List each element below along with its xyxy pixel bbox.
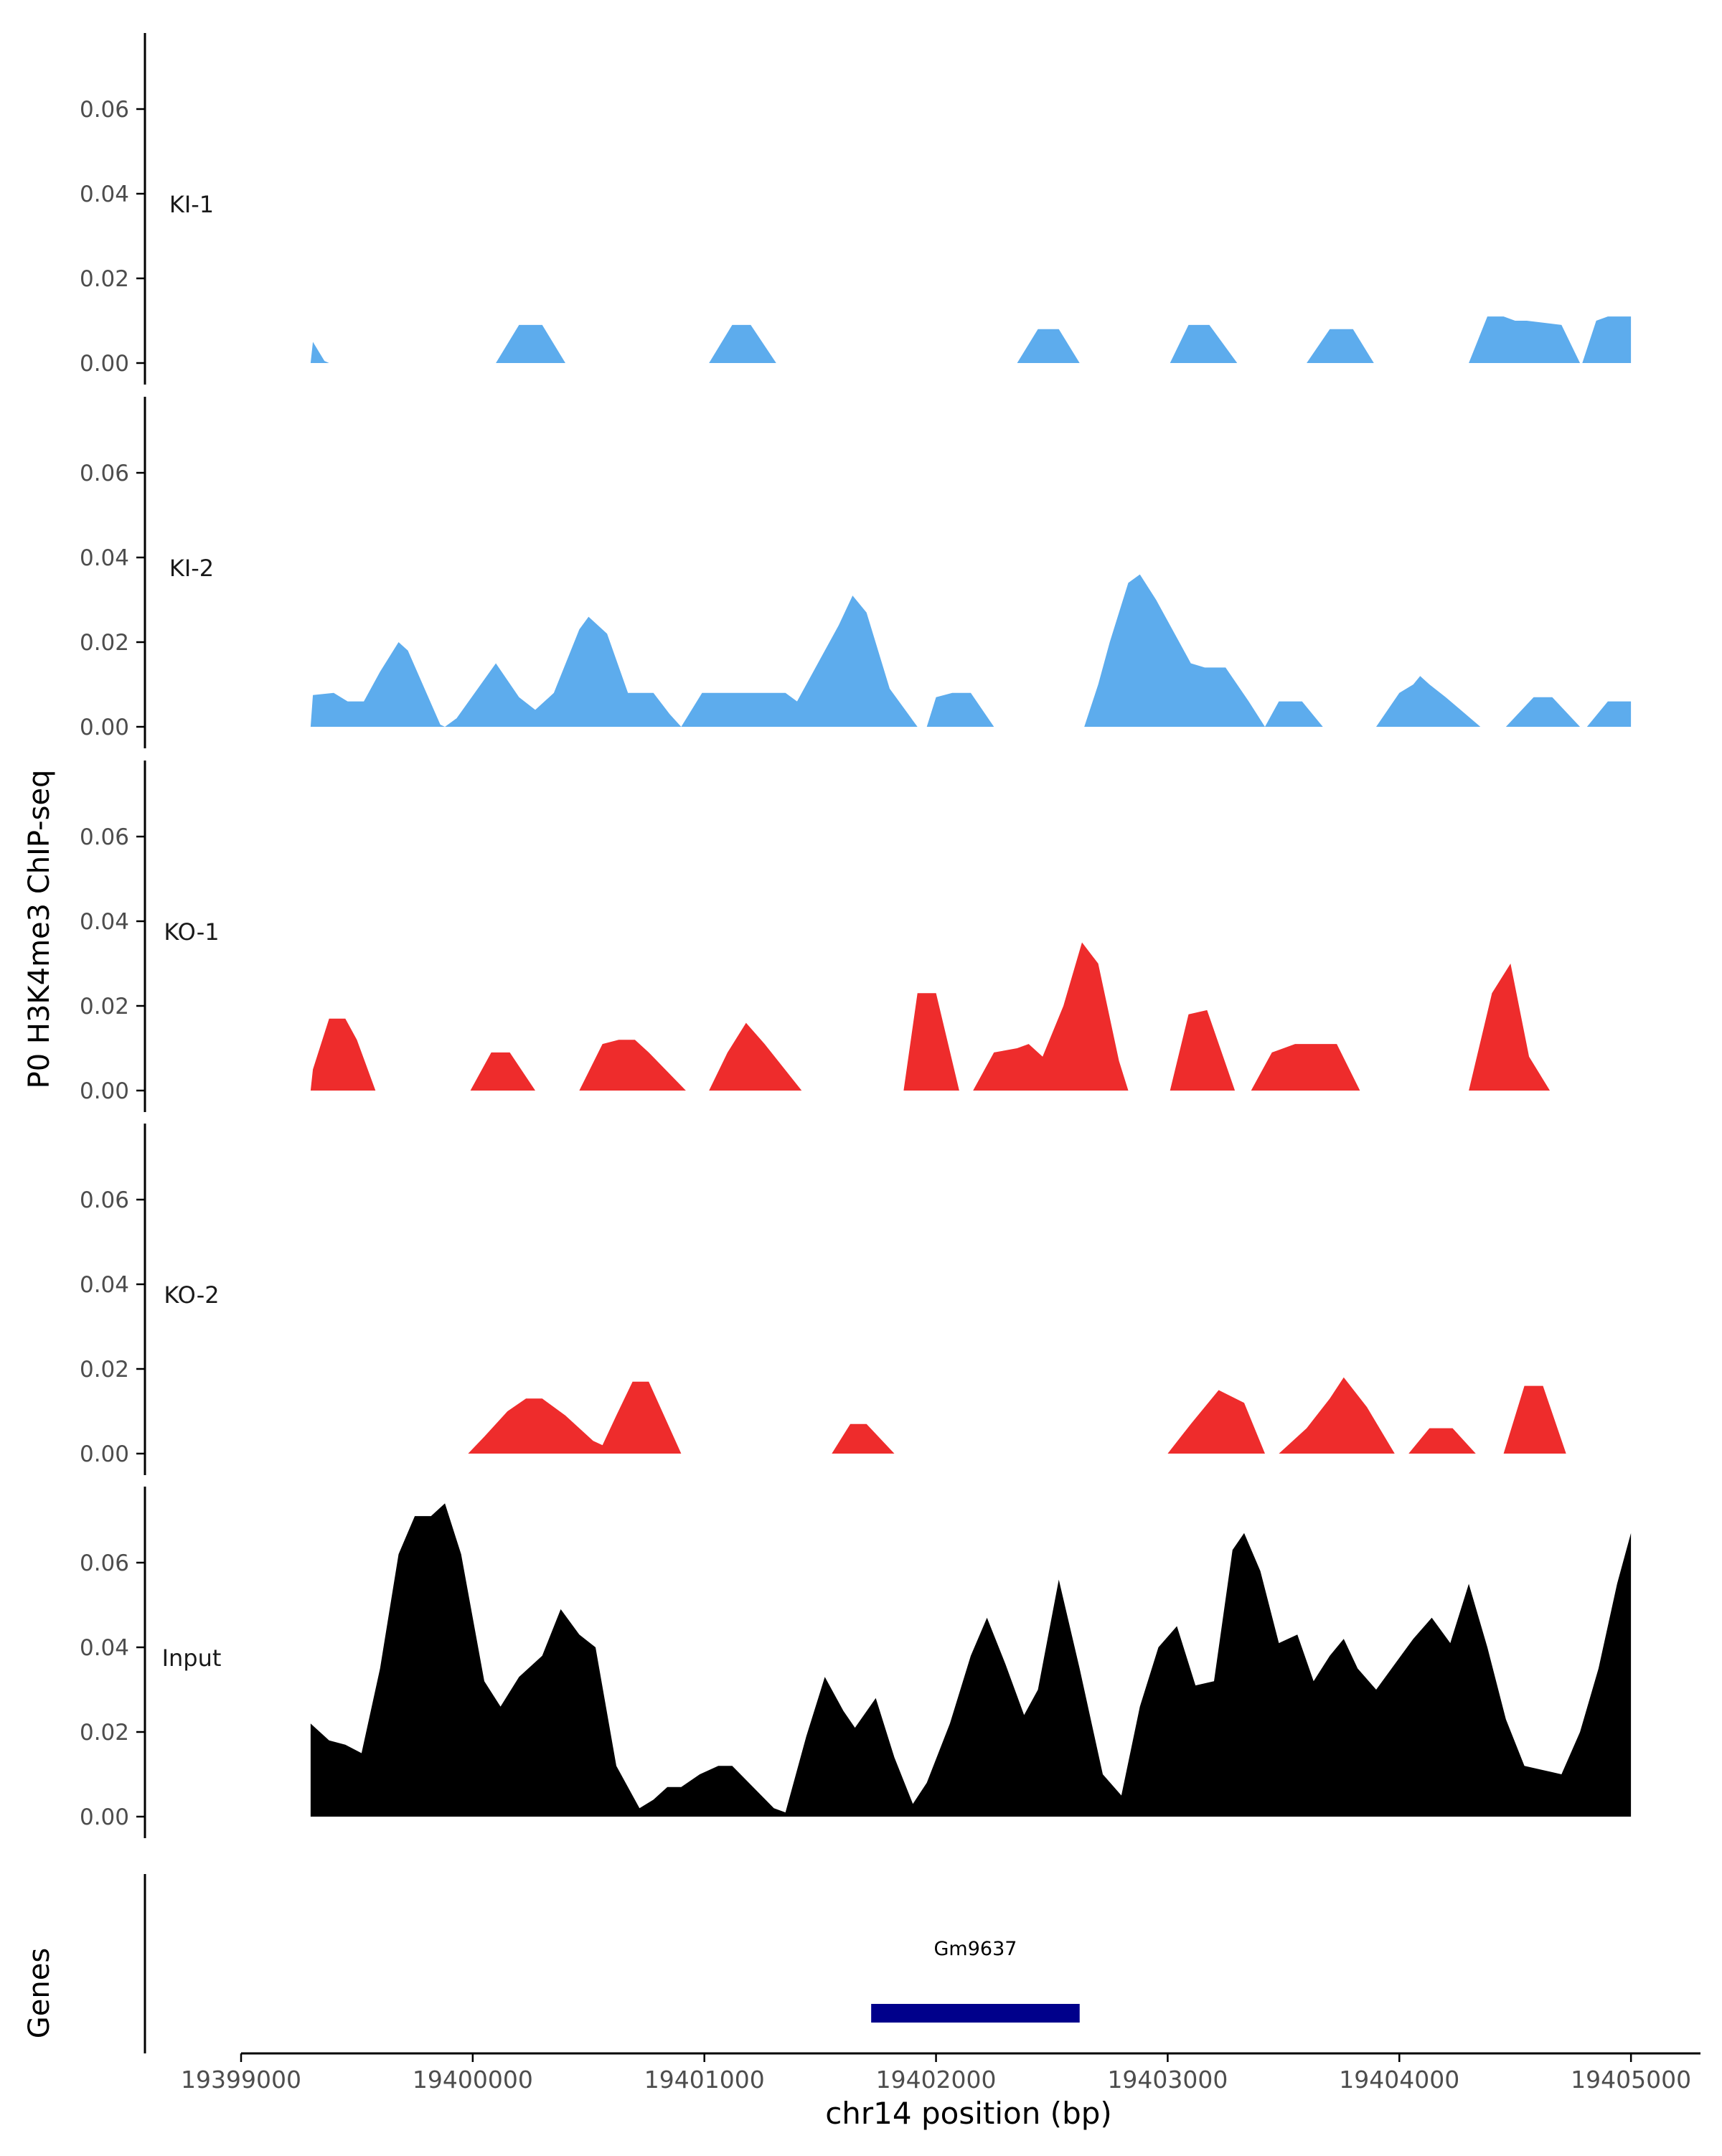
y-tick-label: 0.00 (80, 715, 129, 740)
signal-area-ki-1 (310, 316, 1632, 363)
y-tick-label: 0.04 (80, 1635, 129, 1661)
y-tick-label: 0.04 (80, 182, 129, 207)
track-label: Input (162, 1644, 222, 1672)
signal-area-ko-1 (310, 942, 1551, 1091)
gene-label: Gm9637 (933, 1938, 1017, 1960)
y-tick-label: 0.06 (80, 824, 129, 850)
track-panel-ki-1: 0.00 0.02 0.04 0.06 KI-1 (80, 33, 1632, 385)
track-label: KO-2 (164, 1281, 219, 1309)
x-axis-title: chr14 position (bp) (825, 2096, 1112, 2131)
track-panel-ko-2: 0.00 0.02 0.04 0.06 KO-2 (80, 1124, 1566, 1475)
y-tick-label: 0.00 (80, 351, 129, 377)
y-tick-label: 0.00 (80, 1804, 129, 1830)
y-tick-label: 0.00 (80, 1441, 129, 1467)
x-tick-label: 19401000 (644, 2066, 765, 2094)
y-tick-label: 0.02 (80, 994, 129, 1020)
signal-area-ko-2 (468, 1377, 1566, 1454)
x-tick-label: 19399000 (181, 2066, 301, 2094)
signal-area-input (310, 1503, 1632, 1817)
x-tick-label: 19403000 (1107, 2066, 1228, 2094)
y-tick-label: 0.06 (80, 97, 129, 123)
track-label: KO-1 (164, 918, 219, 946)
y-tick-label: 0.02 (80, 266, 129, 292)
y-tick-label: 0.06 (80, 1187, 129, 1213)
track-label: KI-2 (169, 555, 214, 582)
y-axis-title: P0 H3K4me3 ChIP-seq (23, 770, 56, 1089)
y-tick-label: 0.04 (80, 909, 129, 935)
y-tick-label: 0.02 (80, 1357, 129, 1383)
y-tick-label: 0.04 (80, 545, 129, 571)
genes-track-title: Genes (23, 1948, 56, 2038)
signal-area-ki-2 (310, 574, 1632, 727)
y-tick-label: 0.00 (80, 1078, 129, 1104)
track-panel-input: 0.00 0.02 0.04 0.06 Input (80, 1487, 1632, 1838)
track-panels: 0.00 0.02 0.04 0.06 KI-1 0.00 0.02 0.04 0.06 KI-2… (80, 33, 1632, 1838)
x-tick-label: 19404000 (1339, 2066, 1459, 2094)
genes-track: Gm9637 (144, 1874, 1080, 2053)
x-tick-label: 19402000 (876, 2066, 997, 2094)
x-tick-label: 19405000 (1571, 2066, 1691, 2094)
y-tick-label: 0.06 (80, 1550, 129, 1576)
track-panel-ki-2: 0.00 0.02 0.04 0.06 KI-2 (80, 397, 1632, 748)
gene-body-gm9637 (871, 2004, 1080, 2023)
y-tick-label: 0.02 (80, 1720, 129, 1746)
x-tick-label: 19400000 (413, 2066, 533, 2094)
y-tick-label: 0.04 (80, 1272, 129, 1298)
y-tick-label: 0.06 (80, 461, 129, 486)
x-axis: 19399000 19400000 19401000 19402000 19403000… (181, 2052, 1700, 2094)
y-tick-label: 0.02 (80, 630, 129, 656)
track-panel-ko-1: 0.00 0.02 0.04 0.06 KO-1 (80, 761, 1551, 1112)
track-label: KI-1 (169, 191, 214, 218)
